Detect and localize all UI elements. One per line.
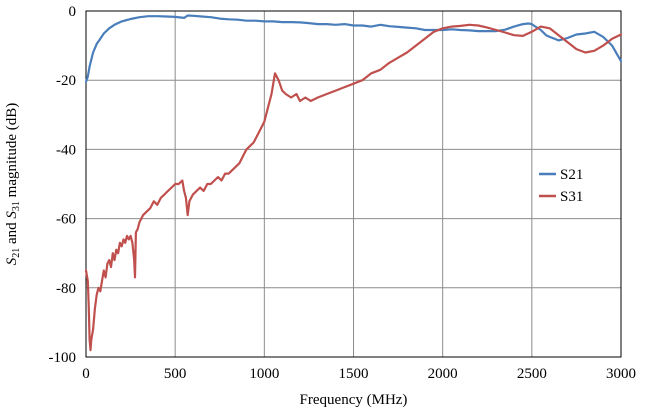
series-line-s21 — [84, 14, 623, 84]
x-axis-title: Frequency (MHz) — [300, 392, 408, 408]
x-tick-label: 1500 — [339, 366, 369, 382]
tick-labels: 0 500 1000 1500 2000 2500 3000 0 -20 -40 -60 -80 -10… — [49, 4, 637, 382]
legend-label-s31: S31 — [560, 189, 583, 205]
grid — [86, 11, 621, 357]
y-tick-label: -20 — [56, 73, 76, 89]
x-tick-label: 2500 — [517, 366, 547, 382]
y-tick-label: -100 — [49, 350, 77, 366]
x-tick-label: 3000 — [606, 366, 636, 382]
x-tick-label: 1000 — [249, 366, 279, 382]
y-tick-label: -60 — [56, 212, 76, 228]
x-tick-label: 500 — [164, 366, 187, 382]
x-tick-label: 2000 — [428, 366, 458, 382]
y-tick-label: -80 — [56, 281, 76, 297]
y-tick-label: 0 — [69, 4, 77, 20]
x-tick-label: 0 — [82, 366, 90, 382]
legend-label-s21: S21 — [560, 167, 583, 183]
plot-frame — [85, 10, 622, 358]
series-lines — [84, 14, 623, 352]
y-tick-label: -40 — [56, 142, 76, 158]
series-line-s31 — [84, 23, 623, 352]
y-axis-title: S21 and S31 magnitude (dB) — [4, 103, 22, 266]
